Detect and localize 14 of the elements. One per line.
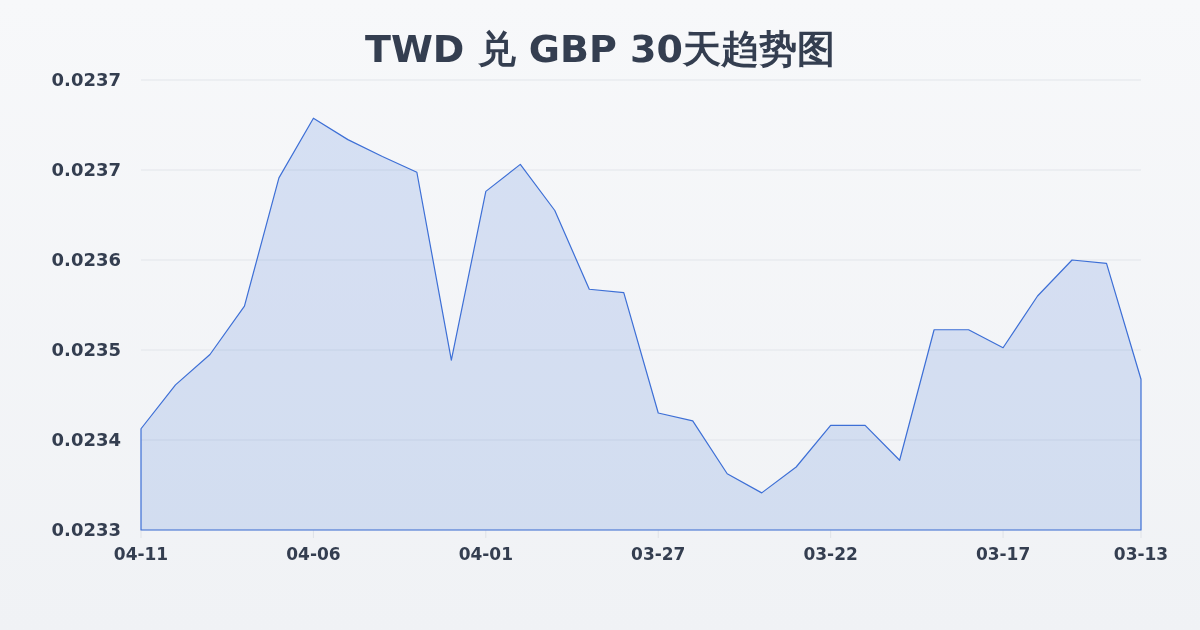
y-tick-label: 0.0233 [51, 519, 121, 541]
x-tick-label: 04-01 [458, 544, 514, 564]
x-tick-label: 03-27 [631, 544, 686, 564]
x-tick-label: 03-13 [1113, 544, 1169, 564]
x-tick-label: 04-06 [286, 544, 341, 564]
y-tick-label: 0.0237 [51, 69, 121, 91]
chart-title: TWD 兑 GBP 30天趋势图 [365, 27, 835, 71]
x-tick-label: 03-22 [803, 544, 858, 564]
y-tick-label: 0.0234 [51, 429, 121, 451]
x-tick-label: 03-17 [975, 544, 1031, 564]
y-tick-label: 0.0235 [51, 339, 121, 361]
y-tick-label: 0.0236 [51, 249, 121, 271]
y-tick-label: 0.0237 [51, 159, 121, 181]
x-tick-label: 04-11 [113, 544, 169, 564]
